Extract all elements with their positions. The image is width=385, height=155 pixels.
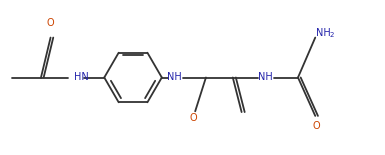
Text: HN: HN: [74, 73, 89, 82]
Text: NH: NH: [167, 73, 181, 82]
Text: O: O: [312, 120, 320, 131]
Text: O: O: [190, 113, 198, 123]
Text: O: O: [47, 18, 54, 28]
Text: NH: NH: [258, 73, 273, 82]
Text: NH: NH: [316, 28, 331, 38]
Text: 2: 2: [330, 32, 334, 38]
